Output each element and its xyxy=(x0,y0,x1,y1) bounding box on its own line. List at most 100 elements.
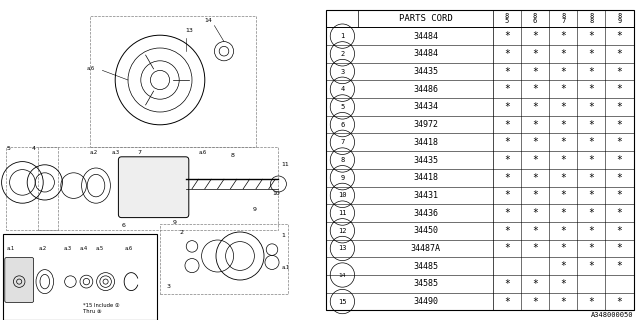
Text: 8: 8 xyxy=(340,157,344,163)
Text: 9: 9 xyxy=(253,207,257,212)
Text: 2: 2 xyxy=(340,51,344,57)
Text: *: * xyxy=(588,244,595,253)
Text: *: * xyxy=(616,31,623,41)
Text: *: * xyxy=(588,84,595,94)
Text: *: * xyxy=(588,173,595,183)
Text: *: * xyxy=(616,261,623,271)
Text: 14: 14 xyxy=(204,18,212,23)
Text: *: * xyxy=(588,49,595,59)
Text: 7: 7 xyxy=(138,149,141,155)
Text: 2: 2 xyxy=(179,230,183,235)
Text: *: * xyxy=(504,173,510,183)
Text: *: * xyxy=(532,226,538,236)
Text: *: * xyxy=(504,208,510,218)
Text: 34484: 34484 xyxy=(413,32,438,41)
Text: a.1: a.1 xyxy=(6,246,15,251)
Text: *: * xyxy=(588,208,595,218)
Text: *: * xyxy=(616,84,623,94)
Text: a.3: a.3 xyxy=(112,149,120,155)
Text: *: * xyxy=(504,102,510,112)
Text: *: * xyxy=(532,49,538,59)
Text: *: * xyxy=(504,155,510,165)
Text: PARTS CORD: PARTS CORD xyxy=(399,14,452,23)
Text: *: * xyxy=(588,226,595,236)
Text: *: * xyxy=(532,155,538,165)
Text: 4: 4 xyxy=(32,146,36,151)
Text: a.3: a.3 xyxy=(64,246,72,251)
Text: 1: 1 xyxy=(340,33,344,39)
Text: *: * xyxy=(560,31,566,41)
Text: 4: 4 xyxy=(340,86,344,92)
Text: a.4: a.4 xyxy=(80,246,88,251)
Text: 6: 6 xyxy=(340,122,344,128)
Text: *: * xyxy=(616,137,623,147)
Text: 34585: 34585 xyxy=(413,279,438,288)
Text: *: * xyxy=(560,49,566,59)
Text: 13: 13 xyxy=(338,245,347,252)
FancyBboxPatch shape xyxy=(118,157,189,218)
Text: *: * xyxy=(504,137,510,147)
Text: *: * xyxy=(532,244,538,253)
Text: *: * xyxy=(532,67,538,76)
Text: *: * xyxy=(616,49,623,59)
Text: *: * xyxy=(560,244,566,253)
Text: *: * xyxy=(616,297,623,307)
Text: a.1: a.1 xyxy=(282,265,290,270)
Text: a.2: a.2 xyxy=(90,149,98,155)
Text: *: * xyxy=(616,155,623,165)
Text: 8: 8 xyxy=(230,153,234,158)
Text: *: * xyxy=(560,208,566,218)
Text: *: * xyxy=(560,261,566,271)
Text: *: * xyxy=(588,155,595,165)
Text: 34435: 34435 xyxy=(413,156,438,164)
Text: 5: 5 xyxy=(6,146,10,151)
Text: 34418: 34418 xyxy=(413,138,438,147)
Text: 15: 15 xyxy=(338,299,347,305)
Text: *: * xyxy=(560,155,566,165)
Text: *: * xyxy=(560,297,566,307)
Text: 34484: 34484 xyxy=(413,49,438,58)
Text: *: * xyxy=(588,102,595,112)
Text: 8
9: 8 9 xyxy=(618,13,621,24)
Text: *: * xyxy=(616,102,623,112)
Text: 8
7: 8 7 xyxy=(561,13,565,24)
Text: *: * xyxy=(616,67,623,76)
FancyBboxPatch shape xyxy=(5,258,34,302)
Text: 34487A: 34487A xyxy=(411,244,440,253)
Text: 34418: 34418 xyxy=(413,173,438,182)
Text: 11: 11 xyxy=(338,210,347,216)
Text: a.6: a.6 xyxy=(125,246,133,251)
Text: *: * xyxy=(504,190,510,200)
Text: *: * xyxy=(588,120,595,130)
Text: *: * xyxy=(588,67,595,76)
Text: *: * xyxy=(504,297,510,307)
Text: 13: 13 xyxy=(185,28,193,33)
Text: *: * xyxy=(532,173,538,183)
Text: *: * xyxy=(616,208,623,218)
Text: 34450: 34450 xyxy=(413,226,438,235)
Text: *: * xyxy=(588,297,595,307)
Text: 8
6: 8 6 xyxy=(533,13,537,24)
Text: *: * xyxy=(616,244,623,253)
Text: *: * xyxy=(560,279,566,289)
Text: *15 Include ①
Thru ⑨: *15 Include ① Thru ⑨ xyxy=(83,303,120,314)
Text: *: * xyxy=(532,297,538,307)
Text: a.6: a.6 xyxy=(86,66,95,71)
Text: *: * xyxy=(616,173,623,183)
Text: *: * xyxy=(504,67,510,76)
Text: 34485: 34485 xyxy=(413,262,438,271)
Text: 34972: 34972 xyxy=(413,120,438,129)
Text: 34436: 34436 xyxy=(413,209,438,218)
Text: 10: 10 xyxy=(272,191,280,196)
Text: *: * xyxy=(532,279,538,289)
Text: *: * xyxy=(560,67,566,76)
Text: *: * xyxy=(504,84,510,94)
Text: *: * xyxy=(532,120,538,130)
Text: *: * xyxy=(532,102,538,112)
Text: *: * xyxy=(504,226,510,236)
Text: *: * xyxy=(504,279,510,289)
Text: A348000050: A348000050 xyxy=(591,312,634,318)
Text: *: * xyxy=(588,190,595,200)
Text: a.5: a.5 xyxy=(96,246,104,251)
Text: 34490: 34490 xyxy=(413,297,438,306)
